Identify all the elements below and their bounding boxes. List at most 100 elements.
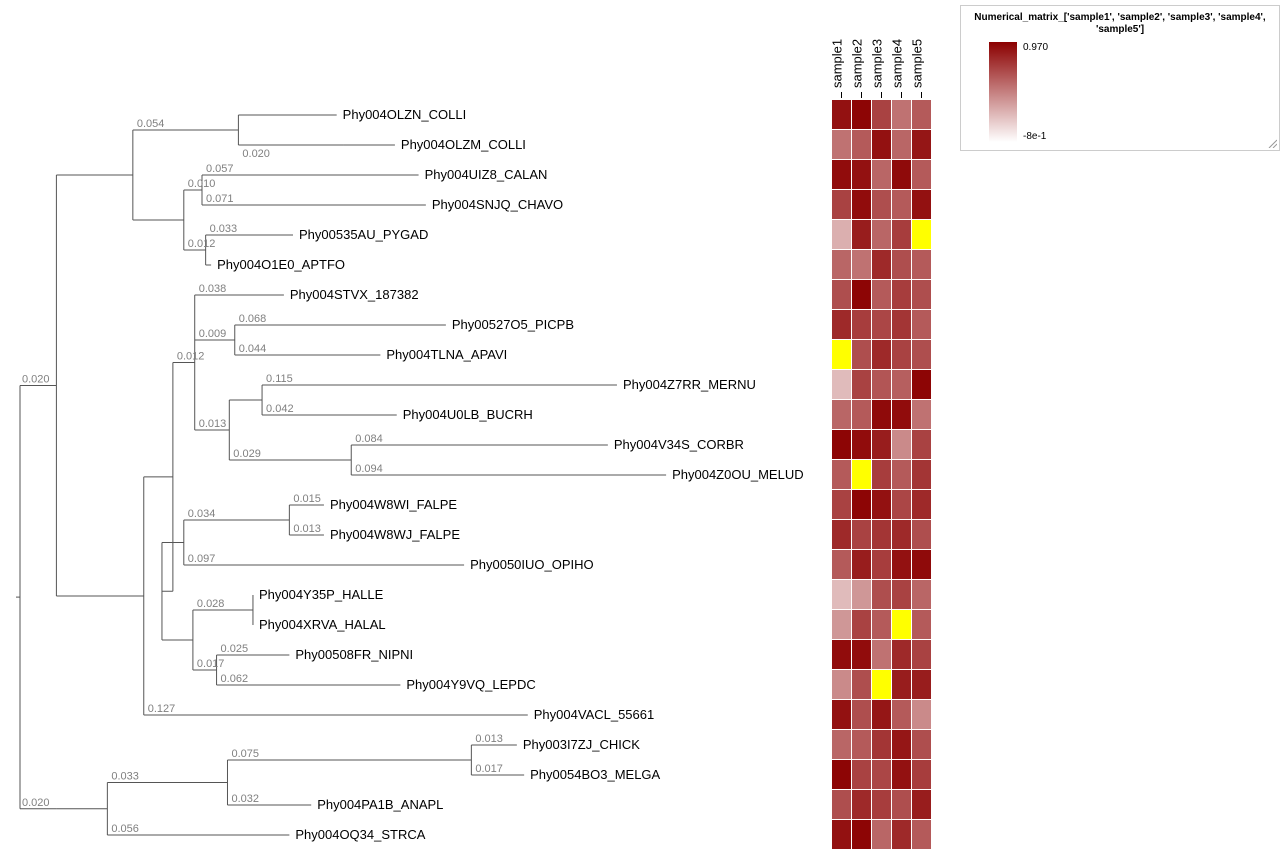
heatmap-cell (852, 790, 871, 819)
heatmap-cell (912, 220, 931, 249)
heatmap-cell (872, 790, 891, 819)
branch-length-label: 0.094 (355, 463, 383, 475)
leaf-label: Phy00535AU_PYGAD (299, 227, 428, 242)
branch-length-label: 0.068 (239, 313, 267, 325)
heatmap-cell (912, 130, 931, 159)
heatmap-cell (912, 610, 931, 639)
heatmap-cell (872, 460, 891, 489)
heatmap-cell (832, 550, 851, 579)
heatmap-cell (852, 310, 871, 339)
heatmap-cell (872, 820, 891, 849)
heatmap-cell (832, 640, 851, 669)
heatmap-cell (912, 790, 931, 819)
heatmap-cell (832, 100, 851, 129)
heatmap-cell (872, 130, 891, 159)
heatmap-cell (912, 190, 931, 219)
heatmap-cell (912, 430, 931, 459)
heatmap-cell (832, 580, 851, 609)
branch-length-label: 0.012 (177, 351, 205, 363)
leaf-label: Phy004Y9VQ_LEPDC (406, 677, 535, 692)
heatmap-cell (852, 820, 871, 849)
heatmap-cell (892, 550, 911, 579)
heatmap-cell (912, 490, 931, 519)
heatmap-cell (832, 190, 851, 219)
heatmap-cell (892, 280, 911, 309)
leaf-label: Phy004Z0OU_MELUD (672, 467, 804, 482)
leaf-label: Phy004OLZN_COLLI (343, 107, 467, 122)
heatmap-legend: Numerical_matrix_['sample1', 'sample2', … (960, 5, 1280, 151)
leaf-label: Phy0050IUO_OPIHO (470, 557, 594, 572)
heatmap-cell (892, 250, 911, 279)
branch-length-label: 0.115 (266, 373, 293, 385)
heatmap-cell (852, 220, 871, 249)
heatmap-cell (912, 370, 931, 399)
heatmap-cell (852, 160, 871, 189)
leaf-label: Phy004XRVA_HALAL (259, 617, 386, 632)
heatmap-cell (892, 520, 911, 549)
branch-length-label: 0.017 (475, 763, 503, 775)
heatmap-cell (872, 250, 891, 279)
branch-length-label: 0.044 (239, 343, 267, 355)
branch-length-label: 0.033 (111, 771, 139, 783)
heatmap-cell (852, 580, 871, 609)
branch-length-label: 0.057 (206, 163, 234, 175)
resize-handle-icon[interactable] (1267, 138, 1277, 148)
heatmap-cell (912, 730, 931, 759)
heatmap-cell (912, 340, 931, 369)
heatmap-cell (832, 130, 851, 159)
heatmap-cell (912, 280, 931, 309)
branch-length-label: 0.017 (197, 658, 225, 670)
leaf-label: Phy004OLZM_COLLI (401, 137, 526, 152)
heatmap-cell (832, 370, 851, 399)
heatmap-cell (852, 340, 871, 369)
heatmap-cell (832, 220, 851, 249)
heatmap-cell (892, 700, 911, 729)
leaf-label: Phy004SNJQ_CHAVO (432, 197, 563, 212)
heatmap-cell (872, 490, 891, 519)
branch-length-label: 0.038 (199, 283, 227, 295)
heatmap-cell (832, 490, 851, 519)
heatmap-cell (892, 790, 911, 819)
branch-length-label: 0.012 (188, 238, 216, 250)
leaf-label: Phy004V34S_CORBR (614, 437, 744, 452)
leaf-label: Phy004OQ34_STRCA (295, 827, 425, 842)
heatmap-cell (892, 760, 911, 789)
heatmap-cell (912, 550, 931, 579)
heatmap-cell (832, 520, 851, 549)
leaf-label: Phy004VACL_55661 (534, 707, 654, 722)
heatmap-cell (832, 670, 851, 699)
heatmap-cell (832, 340, 851, 369)
heatmap-cell (872, 730, 891, 759)
heatmap-column-label: sample2 (850, 39, 865, 88)
heatmap-cell (912, 760, 931, 789)
heatmap-cell (872, 520, 891, 549)
branch-length-label: 0.009 (199, 328, 227, 340)
heatmap-column-label: sample3 (870, 39, 885, 88)
heatmap-cell (892, 460, 911, 489)
branch-length-label: 0.013 (199, 418, 227, 430)
heatmap-cell (872, 430, 891, 459)
heatmap-cell (832, 400, 851, 429)
branch-length-label: 0.056 (111, 823, 139, 835)
heatmap-cell (912, 640, 931, 669)
branch-length-label: 0.075 (231, 748, 259, 760)
branch-length-label: 0.127 (148, 703, 176, 715)
heatmap-cell (852, 640, 871, 669)
heatmap-cell (852, 100, 871, 129)
leaf-label: Phy004W8WJ_FALPE (330, 527, 460, 542)
leaf-label: Phy004TLNA_APAVI (386, 347, 507, 362)
branch-length-label: 0.042 (266, 403, 294, 415)
heatmap-cell (892, 580, 911, 609)
heatmap-cell (872, 190, 891, 219)
heatmap-cell (892, 340, 911, 369)
heatmap-cell (892, 100, 911, 129)
branch-length-label: 0.010 (188, 178, 216, 190)
leaf-label: Phy004Y35P_HALLE (259, 587, 384, 602)
leaf-label: Phy004W8WI_FALPE (330, 497, 457, 512)
heatmap-cell (832, 760, 851, 789)
heatmap-cell (832, 430, 851, 459)
heatmap-cell (832, 310, 851, 339)
branch-length-label: 0.071 (206, 193, 234, 205)
branch-length-label: 0.054 (137, 118, 165, 130)
heatmap-cell (872, 700, 891, 729)
